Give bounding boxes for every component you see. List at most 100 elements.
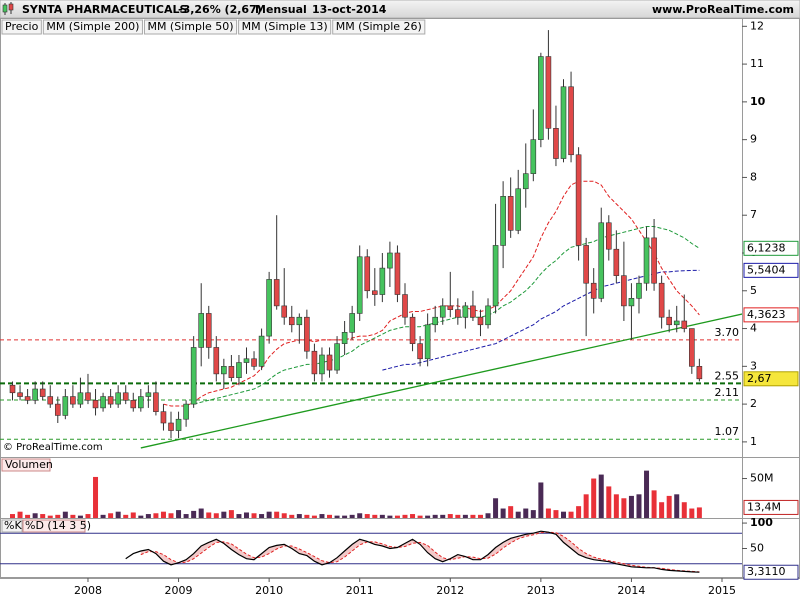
value-box-label: 3,3110 xyxy=(747,565,786,578)
candle-body xyxy=(266,279,272,337)
value-box-label: 6,1238 xyxy=(747,241,786,254)
volume-bar xyxy=(462,514,468,518)
volume-bar xyxy=(108,513,114,518)
candle-body xyxy=(32,388,38,401)
volume-bar xyxy=(500,508,506,518)
volume-bar xyxy=(153,513,159,518)
volume-bar xyxy=(515,511,521,518)
legend-item xyxy=(332,19,426,35)
candle-body xyxy=(24,396,31,401)
candle-body xyxy=(77,392,84,405)
candle-body xyxy=(553,128,559,159)
candle-body xyxy=(304,316,310,352)
candle-body xyxy=(568,86,574,156)
x-tick-label: 2011 xyxy=(346,584,374,597)
volume-bar xyxy=(228,510,234,518)
y-tick-label: 7 xyxy=(750,208,757,221)
legend-label: MM (Simple 50) xyxy=(147,20,233,33)
volume-bar xyxy=(387,515,393,518)
candle-body xyxy=(598,222,605,299)
volume-bar xyxy=(123,514,129,518)
candle-body xyxy=(39,388,46,397)
panel-title-box xyxy=(1,458,51,472)
volume-bar xyxy=(606,486,612,518)
y-tick-label: 3 xyxy=(750,359,757,372)
site-link[interactable]: www.ProRealTime.com xyxy=(652,3,794,16)
volume-bar xyxy=(394,515,400,518)
volume-bar xyxy=(530,510,536,518)
y-tick-label: 50 xyxy=(750,542,764,555)
y-tick-label: 9 xyxy=(750,133,757,146)
legend-item xyxy=(1,19,42,35)
candle-body xyxy=(251,358,257,367)
candle-body xyxy=(341,332,348,344)
candle-body xyxy=(115,392,121,405)
x-tick-label: 2010 xyxy=(255,584,283,597)
volume-bar xyxy=(319,514,325,518)
chart-title: SYNTA PHARMACEUTICALS xyxy=(22,3,188,16)
candle-body xyxy=(205,313,212,348)
x-tick-label: 2013 xyxy=(527,584,555,597)
volume-bar xyxy=(651,490,657,518)
volume-bar xyxy=(666,495,672,518)
candle-body xyxy=(372,290,378,295)
candle-body xyxy=(394,252,401,295)
volume-bar xyxy=(70,514,76,518)
candle-body xyxy=(462,305,469,318)
volume-bar xyxy=(221,511,227,518)
volume-bar xyxy=(402,514,408,518)
volume-bar xyxy=(583,494,589,518)
level-label: 3.70 xyxy=(715,326,740,339)
volume-bar xyxy=(561,511,567,518)
price-change: -3,26% (2,67) xyxy=(178,3,262,16)
y-tick-label: 1 xyxy=(750,435,757,448)
y-tick-label: 50M xyxy=(750,472,774,485)
candle-body xyxy=(681,320,688,329)
panel-title-box xyxy=(1,519,23,533)
volume-bar xyxy=(425,515,431,518)
volume-bar xyxy=(327,514,333,518)
value-box xyxy=(743,262,799,278)
candle-body xyxy=(417,343,423,360)
candle-body xyxy=(190,347,197,405)
candle-body xyxy=(636,282,642,299)
volume-bar xyxy=(576,506,582,518)
legend: Precio MM (Simple 200) MM (Simple 50) MM (S… xyxy=(1,19,426,35)
volume-bar xyxy=(485,513,491,518)
volume-bar xyxy=(206,512,212,518)
legend-item xyxy=(42,19,143,35)
volume-bar xyxy=(62,511,68,518)
volume-bar xyxy=(508,506,514,518)
moving-average xyxy=(193,226,700,405)
volume-bar xyxy=(447,514,453,518)
volume-bar xyxy=(628,495,634,518)
stochastic-d xyxy=(140,531,700,573)
volume-bar xyxy=(349,514,355,518)
volume-title: Volumen xyxy=(5,458,53,471)
candle-body xyxy=(522,173,529,190)
candle-body xyxy=(432,316,438,326)
y-tick-label: 11 xyxy=(750,57,764,70)
candle-body xyxy=(605,222,612,250)
volume-bar xyxy=(372,514,378,518)
candle-body xyxy=(288,316,295,326)
volume-bar xyxy=(598,474,604,518)
value-box xyxy=(743,307,799,323)
candle-body xyxy=(387,252,393,269)
legend-label: MM (Simple 13) xyxy=(242,20,328,33)
volume-bar xyxy=(364,514,370,518)
candle-body xyxy=(673,320,680,326)
y-tick-label: 12 xyxy=(750,19,764,32)
candle-body xyxy=(590,282,597,299)
candle-body xyxy=(168,422,174,431)
volume-bar xyxy=(659,502,665,518)
candle-body xyxy=(213,347,220,375)
panel-title-box xyxy=(22,519,86,533)
volume-bar xyxy=(538,482,544,518)
y-tick-label: 2 xyxy=(750,397,757,410)
volume-bar xyxy=(55,514,61,518)
volume-bar xyxy=(591,478,597,518)
volume-bar xyxy=(357,513,363,518)
legend-label: MM (Simple 26) xyxy=(336,20,422,33)
